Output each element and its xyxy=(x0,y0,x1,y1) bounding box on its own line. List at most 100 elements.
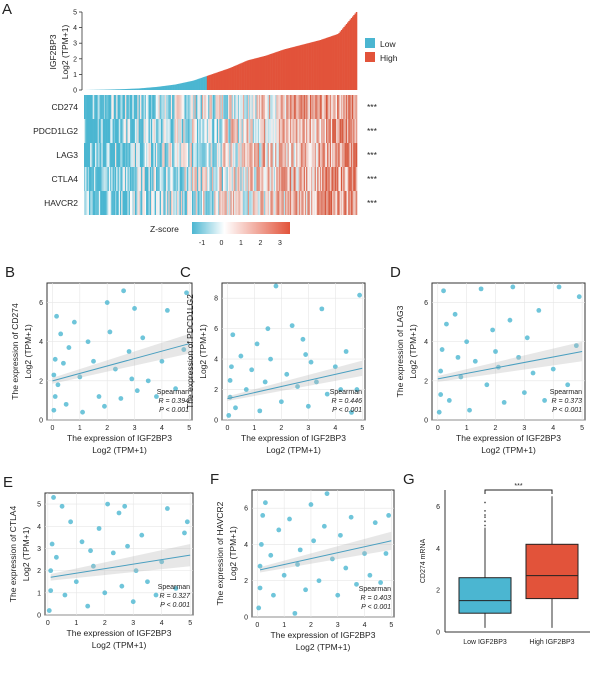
expression-bar xyxy=(342,28,344,90)
data-point xyxy=(343,565,349,571)
heatmap-cell xyxy=(261,167,263,191)
heatmap-cell xyxy=(353,191,355,215)
heatmap-cell xyxy=(97,119,100,143)
heatmap-cell xyxy=(235,119,237,143)
heatmap-cell xyxy=(323,191,326,215)
heatmap-cell xyxy=(91,119,93,143)
data-point xyxy=(145,378,151,384)
expression-bar xyxy=(177,84,179,90)
expression-bar xyxy=(148,87,151,90)
expression-bar xyxy=(262,56,265,90)
heatmap-cell xyxy=(325,167,328,191)
heatmap-cell xyxy=(333,143,335,167)
heatmap-cell xyxy=(226,167,229,191)
heatmap-cell xyxy=(241,95,244,119)
heatmap-cell xyxy=(200,191,203,215)
heatmap-cell xyxy=(344,191,347,215)
heatmap-cell xyxy=(198,143,200,167)
heatmap-cell xyxy=(242,143,245,167)
data-point xyxy=(85,603,91,609)
heatmap-cell xyxy=(296,191,298,215)
data-point xyxy=(507,317,513,323)
heatmap-cell xyxy=(311,143,313,167)
data-point xyxy=(524,335,530,341)
heatmap-cell xyxy=(133,167,136,191)
expression-bar xyxy=(147,87,149,90)
heatmap-cell xyxy=(265,167,267,191)
heatmap-cell xyxy=(215,143,218,167)
heatmap-cell xyxy=(208,143,210,167)
heatmap-cell xyxy=(345,119,348,143)
heatmap-cell xyxy=(275,167,277,191)
heatmap-cell xyxy=(142,167,144,191)
expression-bar xyxy=(160,86,163,90)
heatmap-cell xyxy=(230,191,232,215)
panel-letter: B xyxy=(5,264,15,281)
heatmap-cell xyxy=(348,167,350,191)
heatmap-cell xyxy=(115,95,117,119)
data-point xyxy=(134,388,140,394)
heatmap-cell xyxy=(193,95,195,119)
heatmap-cell xyxy=(178,191,180,215)
heatmap-cell xyxy=(244,119,246,143)
heatmap-cell xyxy=(186,95,189,119)
data-point xyxy=(182,530,187,536)
x-axis-label: The expression of IGF2BP3 xyxy=(241,433,346,443)
heatmap-cell xyxy=(256,143,259,167)
heatmap-cell xyxy=(309,167,312,191)
data-point xyxy=(493,349,498,354)
data-point xyxy=(343,349,349,354)
heatmap-cell xyxy=(164,119,167,143)
heatmap-cell xyxy=(291,95,293,119)
trend-line xyxy=(52,343,190,382)
heatmap-cell xyxy=(152,95,154,119)
heatmap-cell xyxy=(313,191,316,215)
x-tick-label: 4 xyxy=(333,425,337,432)
heatmap-cell xyxy=(337,119,339,143)
heatmap-cell xyxy=(316,143,318,167)
outlier-point xyxy=(484,501,486,504)
heatmap-cell xyxy=(277,167,280,191)
heatmap-cell xyxy=(281,191,283,215)
expression-bar xyxy=(283,49,286,90)
heatmap-cell xyxy=(235,191,237,215)
heatmap-cell xyxy=(121,95,123,119)
heatmap-cell xyxy=(204,119,206,143)
expression-bar xyxy=(154,87,157,90)
heatmap-cell xyxy=(103,167,106,191)
heatmap-cell xyxy=(126,167,128,191)
heatmap-cell xyxy=(327,95,329,119)
expression-bar xyxy=(353,14,355,90)
data-point xyxy=(105,501,111,507)
heatmap-cell xyxy=(162,119,164,143)
heatmap-cell xyxy=(141,95,143,119)
x-tick-label: 2 xyxy=(279,425,283,432)
heatmap-cell xyxy=(265,119,267,143)
heatmap-cell xyxy=(318,191,321,215)
heatmap-cell xyxy=(344,143,347,167)
expression-bar xyxy=(155,86,158,90)
heatmap-cell xyxy=(86,95,89,119)
r-value: R = 0.394 xyxy=(158,398,189,405)
heatmap-cell xyxy=(260,119,262,143)
heatmap-cell xyxy=(157,167,159,191)
heatmap-cell xyxy=(327,167,329,191)
heatmap-cell xyxy=(222,167,225,191)
heatmap-cell xyxy=(343,119,345,143)
heatmap-cell xyxy=(218,167,220,191)
data-point xyxy=(444,321,449,327)
heatmap-cell xyxy=(261,95,263,119)
heatmap-cell xyxy=(249,143,251,167)
expression-bar xyxy=(268,54,271,90)
expression-bar xyxy=(308,42,311,90)
heatmap-cell xyxy=(230,95,232,119)
heatmap-cell xyxy=(163,119,165,143)
heatmap-cell xyxy=(246,95,249,119)
heatmap-cell xyxy=(211,95,214,119)
expression-bar xyxy=(174,84,177,90)
heatmap-cell xyxy=(179,143,182,167)
heatmap-cell xyxy=(332,143,334,167)
significance-label: *** xyxy=(367,150,378,160)
